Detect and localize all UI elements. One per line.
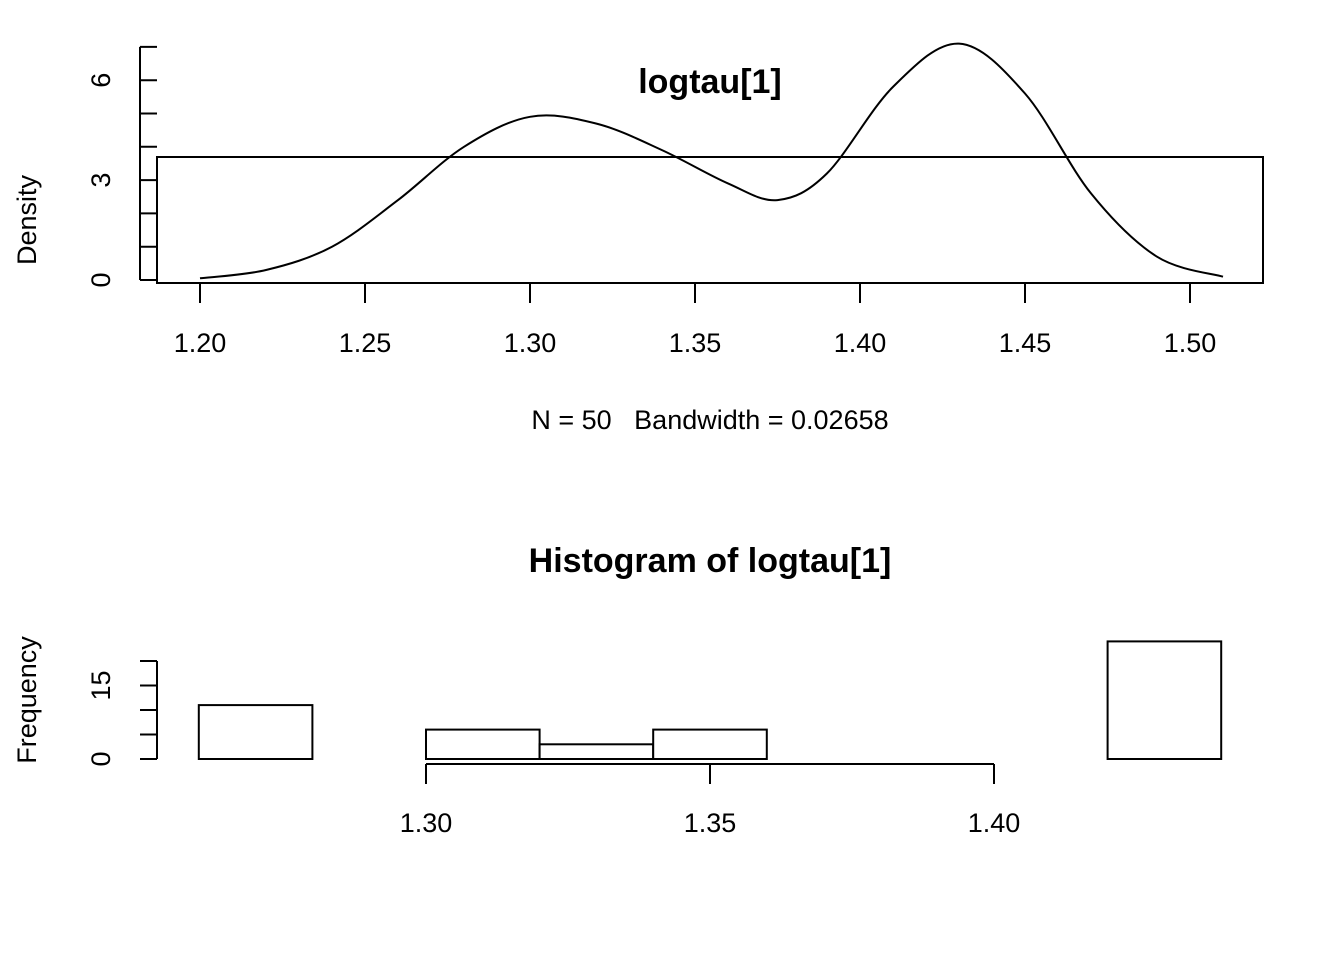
histogram-x-tick-label: 1.40 xyxy=(968,808,1021,838)
density-x-tick-label: 1.45 xyxy=(999,328,1052,358)
density-y-tick-label: 0 xyxy=(86,272,116,287)
histogram-bar xyxy=(538,743,655,760)
density-y-axis: 0 3 6 xyxy=(86,45,157,288)
density-x-axis: 1.20 1.25 1.30 1.35 1.40 1.45 1.50 xyxy=(174,283,1217,358)
density-x-tick-label: 1.50 xyxy=(1164,328,1217,358)
histogram-x-tick-label: 1.30 xyxy=(400,808,453,838)
histogram-x-tick-label: 1.35 xyxy=(684,808,737,838)
histogram-bars xyxy=(197,640,1223,761)
histogram-title: Histogram of logtau[1] xyxy=(529,542,892,580)
density-x-tick-label: 1.40 xyxy=(834,328,887,358)
density-x-tick-label: 1.30 xyxy=(504,328,557,358)
density-x-tick-label: 1.25 xyxy=(339,328,392,358)
histogram-y-tick-label: 15 xyxy=(86,670,116,700)
histogram-panel: Histogram of logtau[1] 1.30 1.35 1.40 015 … xyxy=(12,542,1223,838)
histogram-x-axis: 1.30 1.35 1.40 xyxy=(400,763,1021,838)
density-y-tick-label: 6 xyxy=(86,73,116,88)
histogram-bar xyxy=(1106,640,1223,761)
histogram-y-axis: 0 15 xyxy=(86,660,158,767)
density-x-tick-label: 1.20 xyxy=(174,328,227,358)
histogram-y-tick-label: 0 xyxy=(86,751,116,766)
density-plot-box xyxy=(156,156,1264,284)
density-panel: logtau[1] 1.20 1.25 1.30 1.35 1.40 1.45 1.50 0… xyxy=(12,42,1264,435)
density-title: logtau[1] xyxy=(638,63,782,101)
histogram-bar xyxy=(425,728,541,760)
density-y-label: Density xyxy=(12,174,42,265)
histogram-y-label: Frequency xyxy=(12,636,42,764)
density-y-tick-label: 3 xyxy=(86,173,116,188)
density-x-label: N = 50 Bandwidth = 0.02658 xyxy=(531,405,888,435)
density-curve xyxy=(199,42,1224,280)
histogram-bar xyxy=(197,704,314,760)
histogram-bar xyxy=(652,728,768,760)
density-x-tick-label: 1.35 xyxy=(669,328,722,358)
